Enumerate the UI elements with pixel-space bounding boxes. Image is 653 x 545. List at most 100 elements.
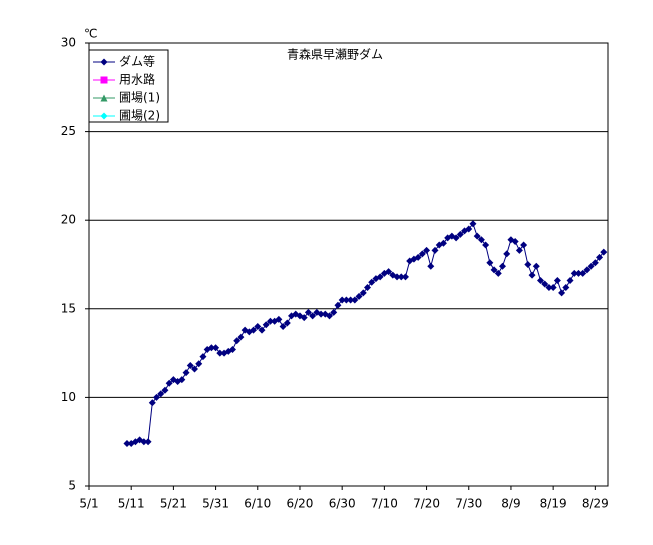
point: [228, 346, 236, 354]
point: [363, 284, 371, 292]
point: [148, 399, 156, 407]
point: [338, 296, 346, 304]
point: [359, 289, 367, 297]
point: [456, 230, 464, 238]
plot-area: [88, 42, 609, 487]
y-tick-label: 10: [61, 390, 76, 404]
x-tick-label: 5/31: [202, 497, 229, 511]
x-tick-label: 7/10: [371, 497, 398, 511]
x-tick-label: 7/30: [455, 497, 482, 511]
point: [355, 292, 363, 300]
chart-title: 青森県早瀬野ダム: [287, 47, 383, 62]
point: [165, 379, 173, 387]
point: [237, 333, 245, 341]
point: [541, 280, 549, 288]
legend-marker: [100, 58, 108, 66]
point: [393, 273, 401, 281]
point: [317, 310, 325, 318]
point: [494, 269, 502, 277]
x-tick-label: 6/10: [244, 497, 271, 511]
point: [469, 220, 477, 228]
point: [410, 255, 418, 263]
point: [524, 261, 532, 268]
x-tick-label: 5/21: [160, 497, 187, 511]
point: [596, 253, 604, 261]
point: [587, 262, 595, 270]
point: [427, 262, 435, 270]
point: [330, 308, 338, 316]
point: [368, 278, 376, 286]
legend-label: ダム等: [119, 54, 155, 69]
point: [144, 438, 152, 446]
point: [431, 246, 439, 254]
legend-marker: [100, 94, 108, 102]
point: [376, 273, 384, 281]
point: [401, 273, 409, 281]
point: [182, 369, 190, 377]
x-tick-label: 6/30: [329, 497, 356, 511]
point: [334, 301, 342, 309]
point: [536, 276, 544, 284]
point: [511, 237, 519, 245]
x-tick-label: 6/20: [286, 497, 313, 511]
y-tick-label: 15: [61, 301, 76, 315]
point: [207, 344, 215, 352]
x-tick-label: 5/11: [118, 497, 145, 511]
y-tick-label: 25: [61, 124, 76, 138]
y-tick-label: 5: [68, 479, 76, 493]
legend-marker: [100, 76, 108, 84]
point: [558, 289, 566, 297]
point: [545, 284, 553, 292]
point: [499, 262, 507, 270]
point: [397, 273, 405, 281]
point: [266, 317, 274, 325]
point: [503, 250, 511, 258]
point: [528, 271, 536, 279]
point: [279, 323, 287, 331]
point: [283, 319, 291, 327]
point: [275, 315, 283, 323]
point: [254, 323, 262, 331]
point: [216, 349, 224, 357]
point: [414, 253, 422, 261]
point: [579, 269, 587, 277]
point: [490, 266, 498, 274]
legend-label: 圃場(2): [119, 109, 160, 123]
point: [123, 439, 131, 447]
point: [553, 276, 561, 284]
point: [250, 326, 258, 334]
y-unit: ℃: [84, 27, 97, 41]
x-tick-label: 7/20: [413, 497, 440, 511]
point: [140, 438, 148, 446]
point: [570, 269, 578, 277]
point: [465, 225, 473, 233]
x-tick-label: 5/1: [79, 497, 98, 511]
point: [262, 321, 270, 329]
point: [178, 376, 186, 384]
point: [473, 232, 481, 240]
point: [600, 248, 608, 256]
point: [351, 296, 359, 304]
point: [347, 296, 355, 304]
legend-marker: [100, 112, 108, 120]
point: [439, 239, 447, 247]
point: [300, 314, 308, 322]
point: [549, 284, 557, 292]
point: [304, 308, 312, 316]
point: [258, 326, 266, 334]
y-tick-label: 20: [61, 213, 76, 227]
point: [153, 393, 161, 401]
point: [157, 390, 165, 398]
point: [452, 234, 460, 242]
x-tick-label: 8/29: [582, 497, 609, 511]
point: [342, 296, 350, 304]
point: [190, 365, 198, 373]
point: [161, 386, 169, 394]
x-tick-label: 8/19: [540, 497, 567, 511]
point: [532, 262, 540, 270]
y-tick-label: 30: [61, 36, 76, 50]
point: [385, 268, 393, 276]
point: [423, 246, 431, 254]
